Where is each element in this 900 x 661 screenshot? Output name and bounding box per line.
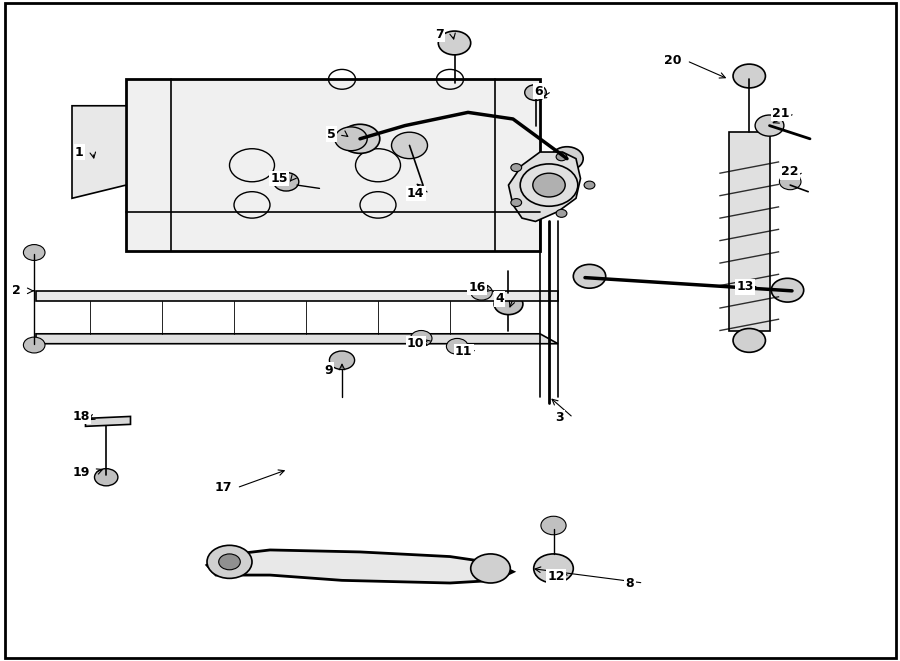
Circle shape bbox=[207, 545, 252, 578]
Circle shape bbox=[511, 198, 522, 206]
Text: 17: 17 bbox=[214, 481, 232, 494]
Circle shape bbox=[410, 330, 432, 346]
Circle shape bbox=[471, 554, 510, 583]
Circle shape bbox=[471, 284, 492, 300]
Circle shape bbox=[392, 132, 428, 159]
Text: 22: 22 bbox=[781, 165, 799, 178]
Circle shape bbox=[511, 164, 522, 172]
Circle shape bbox=[556, 153, 567, 161]
Circle shape bbox=[755, 115, 784, 136]
Polygon shape bbox=[36, 334, 558, 344]
Text: 4: 4 bbox=[495, 292, 504, 305]
Text: 14: 14 bbox=[407, 187, 425, 200]
Polygon shape bbox=[729, 132, 769, 330]
Circle shape bbox=[329, 351, 355, 369]
Circle shape bbox=[779, 174, 801, 190]
Polygon shape bbox=[508, 152, 580, 221]
Polygon shape bbox=[207, 550, 513, 583]
Circle shape bbox=[534, 554, 573, 583]
Text: 2: 2 bbox=[12, 284, 21, 297]
Text: 21: 21 bbox=[772, 107, 790, 120]
Circle shape bbox=[573, 264, 606, 288]
Text: 5: 5 bbox=[327, 128, 336, 141]
Text: 11: 11 bbox=[454, 345, 472, 358]
Polygon shape bbox=[36, 291, 558, 301]
Text: 3: 3 bbox=[555, 411, 564, 424]
Circle shape bbox=[556, 210, 567, 217]
Circle shape bbox=[23, 337, 45, 353]
Text: 19: 19 bbox=[72, 466, 90, 479]
Circle shape bbox=[733, 329, 765, 352]
Circle shape bbox=[274, 173, 299, 191]
Text: 10: 10 bbox=[407, 337, 425, 350]
Circle shape bbox=[541, 516, 566, 535]
Circle shape bbox=[219, 554, 240, 570]
Circle shape bbox=[438, 31, 471, 55]
Polygon shape bbox=[126, 79, 540, 251]
Text: 7: 7 bbox=[435, 28, 444, 41]
Text: 8: 8 bbox=[626, 576, 634, 590]
Text: 6: 6 bbox=[534, 85, 543, 98]
Circle shape bbox=[446, 338, 468, 354]
Circle shape bbox=[533, 173, 565, 197]
Circle shape bbox=[551, 147, 583, 171]
Text: 13: 13 bbox=[736, 280, 754, 293]
Circle shape bbox=[340, 124, 380, 153]
Text: 1: 1 bbox=[75, 145, 84, 159]
Circle shape bbox=[584, 181, 595, 189]
Circle shape bbox=[494, 293, 523, 315]
Text: 9: 9 bbox=[324, 364, 333, 377]
Text: 18: 18 bbox=[72, 410, 90, 423]
Text: 12: 12 bbox=[547, 570, 565, 583]
Circle shape bbox=[23, 245, 45, 260]
Circle shape bbox=[335, 127, 367, 151]
Text: 16: 16 bbox=[468, 281, 486, 294]
Polygon shape bbox=[86, 416, 130, 426]
Circle shape bbox=[525, 85, 546, 100]
Text: 20: 20 bbox=[664, 54, 682, 67]
Polygon shape bbox=[72, 106, 126, 198]
Circle shape bbox=[94, 469, 118, 486]
Circle shape bbox=[771, 278, 804, 302]
Circle shape bbox=[733, 64, 765, 88]
Text: 15: 15 bbox=[270, 172, 288, 185]
